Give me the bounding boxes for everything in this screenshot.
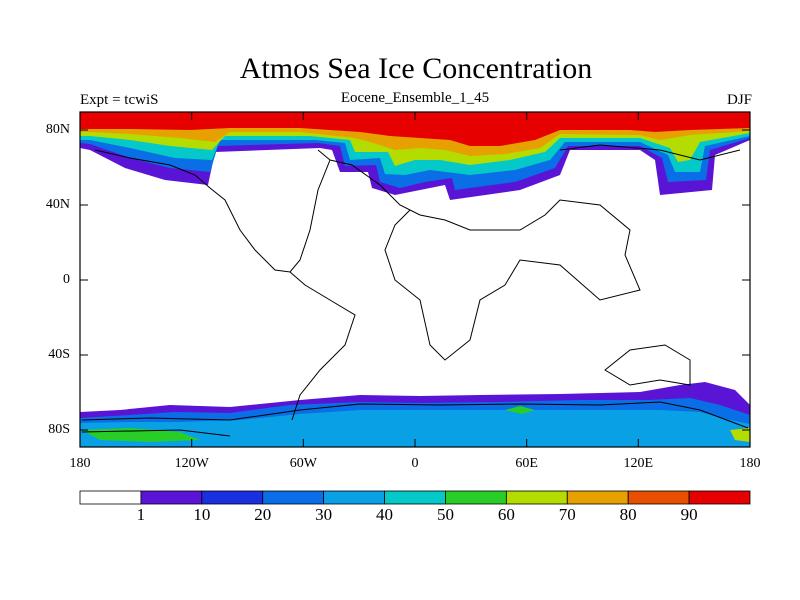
x-tick-label: 180 bbox=[739, 456, 761, 471]
colorbar-swatch bbox=[566, 490, 629, 505]
colorbar-label: 90 bbox=[680, 505, 698, 524]
colorbar-label: 30 bbox=[315, 505, 333, 524]
y-tick-label: 0 bbox=[63, 272, 70, 287]
south-ice-green-patch-c bbox=[505, 406, 535, 414]
y-tick-label: 40N bbox=[45, 197, 70, 212]
axis-ticks bbox=[79, 112, 751, 447]
coastlines bbox=[81, 144, 749, 437]
x-tick-label: 120E bbox=[623, 456, 654, 471]
colorbar-label: 20 bbox=[254, 505, 272, 524]
colorbar-swatch bbox=[323, 490, 385, 505]
x-tick-label: 0 bbox=[411, 456, 419, 471]
colorbar-swatch bbox=[201, 490, 264, 505]
colorbar bbox=[79, 490, 751, 505]
y-tick-label: 80S bbox=[48, 422, 70, 437]
y-tick-label: 80N bbox=[45, 122, 70, 137]
x-tick-label: 60W bbox=[289, 456, 317, 471]
colorbar-swatch bbox=[627, 490, 690, 505]
colorbar-label: 70 bbox=[558, 505, 576, 524]
map-subtitle: Eocene_Ensemble_1_45 bbox=[340, 90, 490, 106]
colorbar-swatch bbox=[384, 490, 446, 505]
colorbar-swatch bbox=[688, 490, 751, 505]
colorbar-label: 40 bbox=[376, 505, 394, 524]
sea-ice-field bbox=[80, 112, 750, 447]
colorbar-swatch bbox=[140, 490, 203, 505]
south-ice-green-patch-e bbox=[730, 428, 750, 442]
north-ice-red bbox=[80, 112, 750, 146]
south-ice-cyan bbox=[80, 410, 750, 447]
y-tick-label: 40S bbox=[48, 347, 70, 362]
x-tick-label: 60E bbox=[515, 456, 538, 471]
experiment-label: Expt = tcwiS bbox=[80, 92, 159, 108]
x-tick-label: 120W bbox=[174, 456, 209, 471]
season-label: DJF bbox=[726, 92, 752, 108]
colorbar-label: 50 bbox=[436, 505, 454, 524]
colorbar-label: 60 bbox=[497, 505, 515, 524]
colorbar-swatch bbox=[445, 490, 507, 505]
colorbar-label: 10 bbox=[193, 505, 211, 524]
colorbar-swatch bbox=[262, 490, 325, 505]
colorbar-swatch bbox=[505, 490, 568, 505]
colorbar-label: 80 bbox=[619, 505, 637, 524]
colorbar-label: 1 bbox=[136, 505, 146, 524]
colorbar-swatch bbox=[79, 490, 142, 505]
map-title: Atmos Sea Ice Concentration bbox=[239, 52, 593, 85]
x-tick-label: 180 bbox=[69, 456, 91, 471]
